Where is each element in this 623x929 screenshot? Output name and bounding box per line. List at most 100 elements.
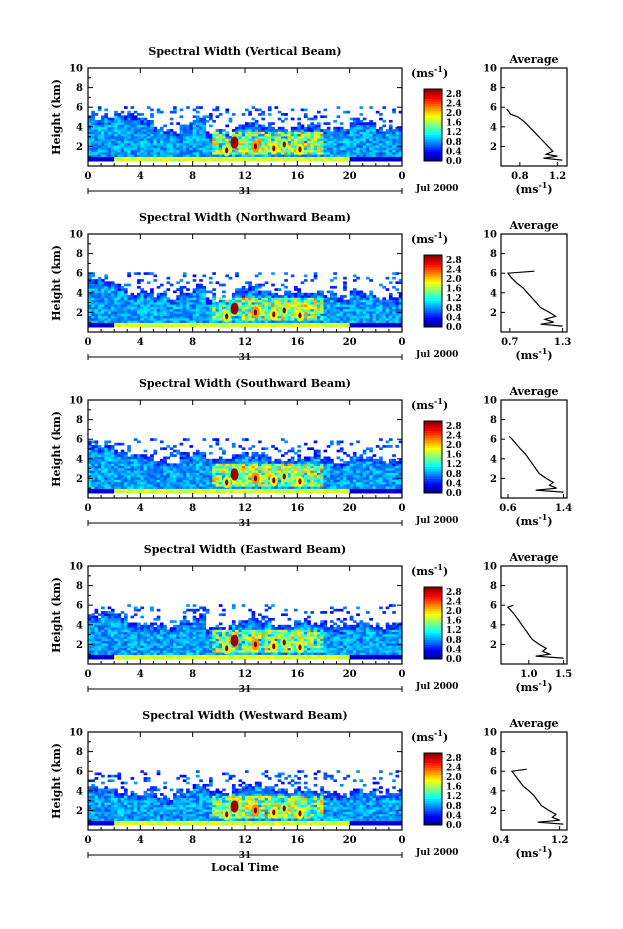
heatmap-cell [251, 322, 256, 326]
heatmap-cell [123, 483, 128, 487]
unit-label: (ms-1) [411, 64, 448, 80]
heatmap-cell [297, 131, 301, 135]
colorbar-swatch [424, 286, 442, 289]
heatmap-cell [91, 481, 95, 485]
heatmap-cell [290, 313, 295, 317]
heatmap-cell [146, 474, 151, 478]
heatmap-cell [133, 488, 138, 492]
heatmap-cell [176, 133, 180, 137]
heatmap-cell [307, 138, 311, 141]
heatmap-cell [261, 142, 266, 146]
heatmap-cell [392, 297, 396, 301]
average-unit-label: (ms-1) [515, 180, 552, 196]
heatmap-cell [123, 488, 128, 492]
heatmap-cell [205, 140, 210, 144]
heatmap-cell [251, 126, 256, 130]
heatmap-cell [349, 306, 354, 310]
heatmap-cell [274, 324, 279, 328]
heatmap-cell [127, 470, 131, 473]
heatmap-cell [290, 126, 295, 130]
heatmap-cell [359, 324, 364, 328]
heatmap-cell [186, 126, 190, 130]
heatmap-cell [218, 467, 223, 471]
heatmap-cell [212, 145, 216, 148]
heatmap-cell [372, 131, 377, 135]
heatmap-cell [110, 140, 115, 144]
heatmap-cell [137, 129, 141, 132]
heatmap-cell [163, 477, 167, 480]
heatmap-cell [215, 440, 220, 444]
heatmap-cell [195, 142, 200, 146]
heatmap-cell [280, 461, 285, 464]
heatmap-cell [127, 117, 131, 121]
heatmap-cell [179, 477, 184, 480]
x-tick-label: 0 [85, 171, 92, 182]
heatmap-cell [150, 133, 154, 137]
heatmap-cell [137, 486, 141, 489]
heatmap-cell [356, 124, 360, 128]
heatmap-cell [379, 140, 383, 144]
heatmap-cell [182, 322, 187, 326]
heatmap-cell [379, 322, 383, 326]
heatmap-cell [163, 463, 167, 467]
heatmap-cell [133, 154, 138, 157]
heatmap-cell [123, 149, 128, 153]
heatmap-cell [261, 297, 266, 301]
heatmap-cell [316, 295, 321, 298]
heatmap-cell [395, 306, 400, 310]
heatmap-cell [140, 145, 144, 148]
heatmap-cell [107, 131, 112, 135]
heatmap-cell [169, 320, 174, 323]
heatmap-cell [133, 483, 138, 487]
heatmap-cell [163, 147, 167, 151]
heatmap-cell [94, 122, 99, 125]
heatmap-cell [189, 131, 194, 135]
heatmap-cell [202, 472, 207, 476]
heatmap-cell [366, 154, 370, 157]
heatmap-cell [215, 133, 220, 137]
heatmap-cell [251, 470, 256, 473]
heatmap-cell [173, 477, 177, 480]
heatmap-cell [231, 299, 236, 303]
heatmap-cell [352, 158, 357, 162]
heatmap-cell [120, 110, 125, 114]
heatmap-cell [218, 138, 223, 141]
heatmap-cell [130, 292, 135, 296]
heatmap-cell [199, 279, 203, 282]
heatmap-cell [169, 151, 174, 155]
heatmap-cell [362, 117, 367, 121]
heatmap-cell [143, 308, 148, 312]
heatmap-cell [189, 299, 194, 303]
heatmap-cell [313, 274, 318, 278]
heatmap-cell [137, 313, 141, 317]
heatmap-cell [310, 472, 315, 476]
heatmap-cell [117, 306, 122, 310]
heatmap-cell [284, 156, 288, 160]
colorbar-swatch [424, 310, 442, 313]
heatmap-cell [179, 481, 184, 485]
heatmap-cell [300, 281, 305, 285]
heatmap-cell [313, 454, 318, 457]
heatmap-cell [101, 142, 105, 146]
heatmap-cell [94, 279, 99, 282]
heatmap-cell [310, 117, 315, 121]
heatmap-cell [114, 149, 118, 153]
heatmap-cell [166, 308, 171, 312]
heatmap-cell [290, 467, 295, 471]
heatmap-cell [189, 124, 194, 128]
heatmap-cell [326, 483, 331, 487]
heatmap-cell [235, 490, 239, 494]
heatmap-cell [143, 140, 148, 144]
heatmap-cell [343, 131, 347, 135]
heatmap-cell [336, 311, 341, 314]
heatmap-cell [235, 272, 239, 275]
heatmap-cell [352, 292, 357, 296]
heatmap-cell [127, 145, 131, 148]
heatmap-cell [94, 477, 99, 480]
heatmap-cell [241, 308, 246, 312]
heatmap-cell [215, 470, 220, 473]
heatmap-cell [202, 486, 207, 489]
heatmap-cell [294, 301, 298, 305]
heatmap-cell [366, 140, 370, 144]
heatmap-cell [104, 145, 109, 148]
